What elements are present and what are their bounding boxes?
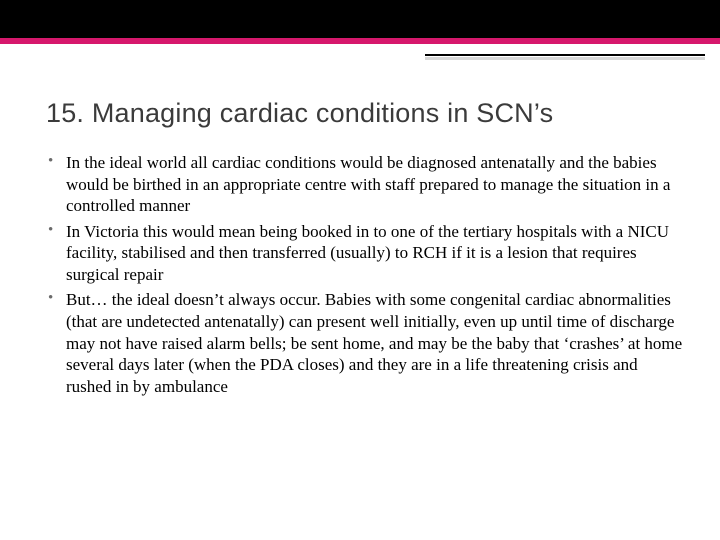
list-item: In the ideal world all cardiac condition… [46, 152, 686, 217]
slide-body: In the ideal world all cardiac condition… [46, 152, 686, 401]
header-underline-light [425, 57, 705, 60]
header-bar-accent [0, 38, 720, 44]
header-bar-top [0, 0, 720, 38]
header-underline-dark [425, 54, 705, 56]
bullet-list: In the ideal world all cardiac condition… [46, 152, 686, 397]
slide-title: 15. Managing cardiac conditions in SCN’s [46, 98, 686, 129]
list-item: But… the ideal doesn’t always occur. Bab… [46, 289, 686, 397]
list-item: In Victoria this would mean being booked… [46, 221, 686, 286]
